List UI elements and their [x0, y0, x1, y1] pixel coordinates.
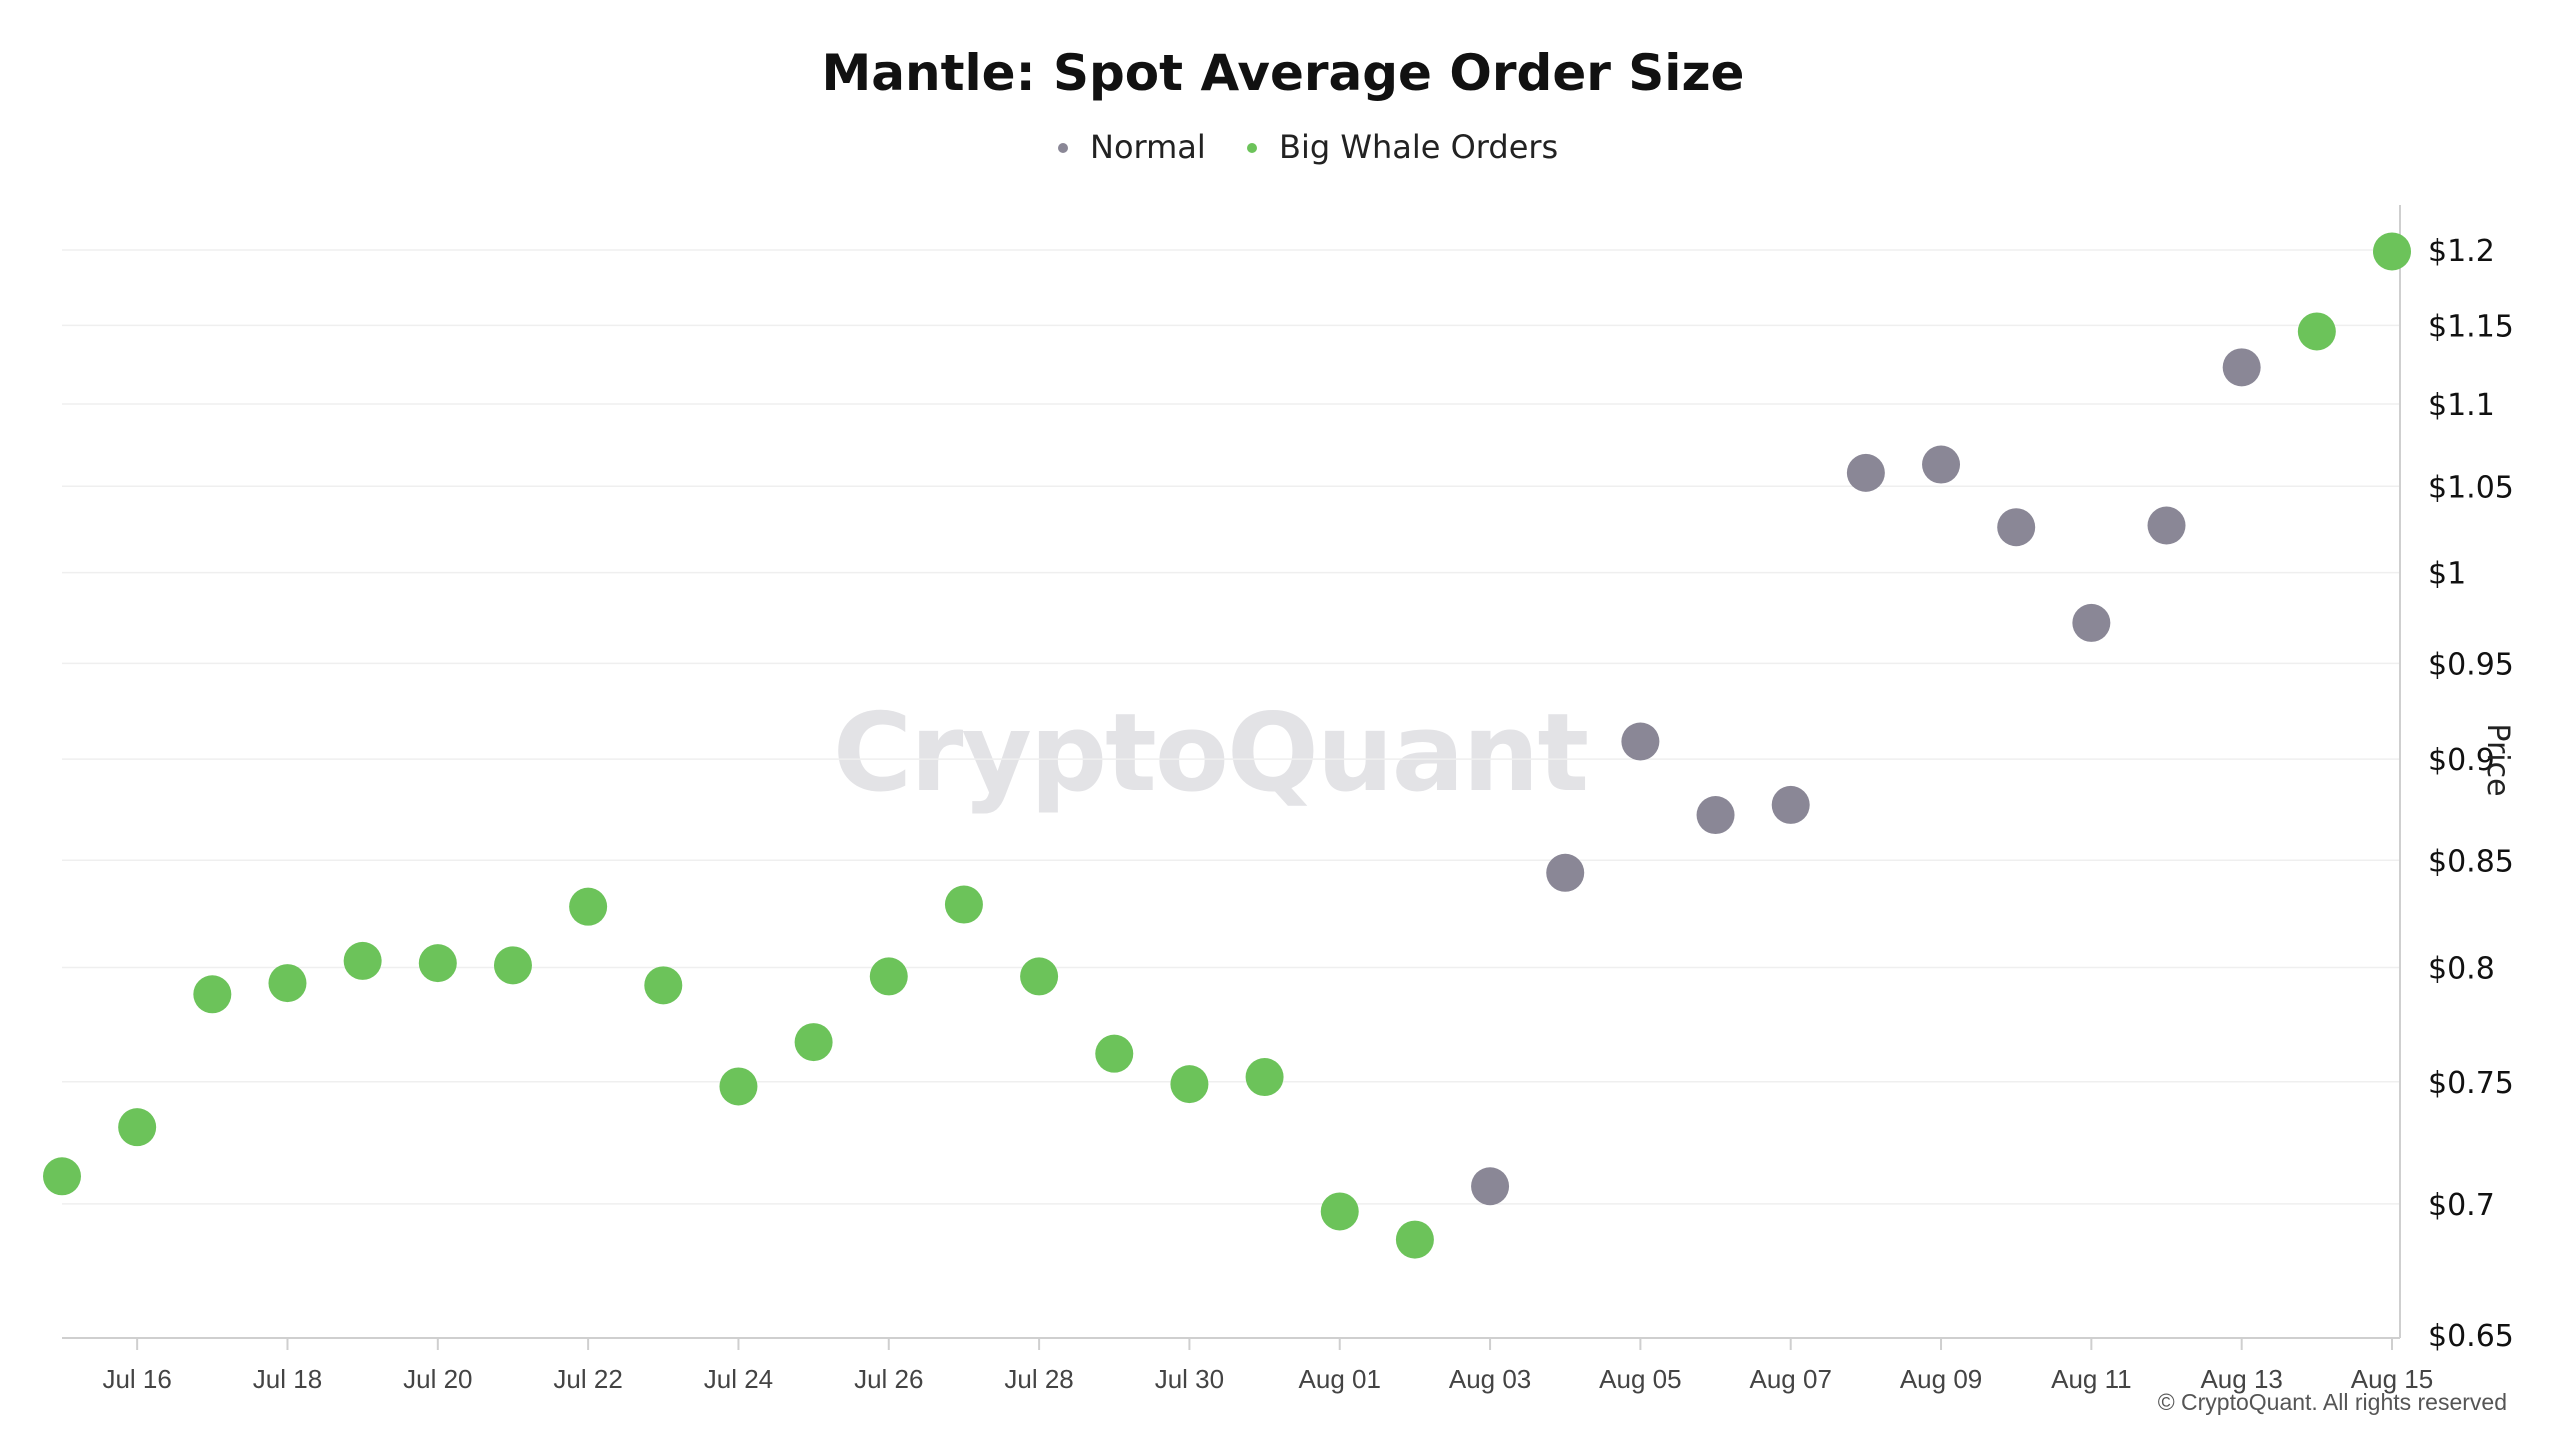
- x-tick-label: Aug 01: [1299, 1364, 1381, 1394]
- y-tick-label: $1.05: [2428, 470, 2514, 505]
- axes: [62, 205, 2401, 1339]
- legend-normal-label[interactable]: Normal: [1090, 128, 1206, 166]
- y-axis-ticks: $1.2 $1.15 $1.1 $1.05 $1 $0.95 $0.9 $0.85 $0.8 $0…: [2428, 234, 2514, 1354]
- y-tick-label: $0.7: [2428, 1188, 2495, 1223]
- point-big-whale[interactable]: Jul 23: $0.792: [644, 966, 683, 1005]
- y-tick-label: $0.8: [2428, 952, 2495, 987]
- x-tick-label: Jul 22: [553, 1364, 622, 1394]
- point-normal[interactable]: Aug 06: $0.872: [1696, 796, 1735, 835]
- point-normal[interactable]: Aug 03: $0.707: [1471, 1167, 1510, 1206]
- point-big-whale[interactable]: Jul 18: $0.793: [268, 964, 307, 1003]
- x-tick-label: Aug 11: [2051, 1364, 2131, 1394]
- x-tick-label: Jul 16: [102, 1364, 171, 1394]
- point-big-whale[interactable]: Jul 27: $0.829: [944, 885, 983, 924]
- y-tick-label: $0.95: [2428, 647, 2514, 682]
- point-normal[interactable]: Aug 09: $1.063: [1922, 445, 1961, 484]
- x-tick-label: Aug 05: [1599, 1364, 1681, 1394]
- point-big-whale[interactable]: Aug 01: $0.697: [1320, 1192, 1359, 1231]
- point-big-whale[interactable]: Jul 15: $0.711: [43, 1157, 81, 1196]
- legend-big-whale-marker: [1247, 143, 1257, 153]
- point-big-whale[interactable]: Jul 16: $0.731: [118, 1108, 157, 1147]
- legend: Normal Big Whale Orders: [1058, 128, 1558, 166]
- y-tick-label: $0.9: [2428, 743, 2495, 778]
- legend-big-whale-label[interactable]: Big Whale Orders: [1279, 128, 1558, 166]
- legend-normal-marker: [1058, 143, 1068, 153]
- point-normal[interactable]: Aug 07: $0.877: [1771, 785, 1810, 824]
- y-tick-label: $1.2: [2428, 234, 2495, 269]
- x-tick-label: Aug 03: [1449, 1364, 1531, 1394]
- point-big-whale[interactable]: Jul 29: $0.762: [1095, 1034, 1134, 1073]
- point-normal[interactable]: Aug 13: $1.123: [2222, 348, 2261, 387]
- y-tick-label: $1: [2428, 557, 2466, 592]
- y-tick-label: $1.15: [2428, 309, 2514, 344]
- copyright-notice: © CryptoQuant. All rights reserved: [2158, 1389, 2507, 1415]
- point-normal[interactable]: Aug 05: $0.909: [1621, 722, 1660, 761]
- point-big-whale[interactable]: Jul 19: $0.803: [343, 941, 382, 980]
- y-tick-label: $1.1: [2428, 388, 2495, 423]
- point-big-whale[interactable]: Jul 24: $0.748: [719, 1067, 758, 1106]
- x-tick-label: Jul 18: [253, 1364, 322, 1394]
- point-big-whale[interactable]: Jul 20: $0.802: [418, 944, 457, 983]
- x-tick-label: Aug 07: [1750, 1364, 1832, 1394]
- x-tick-label: Aug 13: [2200, 1364, 2282, 1394]
- data-points: Jul 15: $0.711 Jul 16: $0.731 Jul 17: $0.7…: [43, 232, 2411, 1259]
- y-axis-label: Price: [2480, 723, 2515, 796]
- x-tick-label: Jul 24: [704, 1364, 773, 1394]
- x-tick-label: Jul 20: [403, 1364, 472, 1394]
- x-tick-label: Aug 15: [2351, 1364, 2433, 1394]
- point-big-whale[interactable]: Jul 31: $0.752: [1245, 1058, 1284, 1097]
- grid-lines: [62, 249, 2400, 1205]
- point-big-whale[interactable]: Jul 26: $0.796: [869, 957, 908, 996]
- point-big-whale[interactable]: Jul 17: $0.788: [193, 975, 232, 1014]
- point-big-whale[interactable]: Jul 30: $0.749: [1170, 1065, 1209, 1104]
- x-tick-label: Jul 26: [854, 1364, 923, 1394]
- x-tick-label: Jul 30: [1155, 1364, 1224, 1394]
- point-normal[interactable]: Aug 10: $1.026: [1997, 508, 2036, 547]
- point-normal[interactable]: Aug 08: $1.058: [1846, 453, 1885, 492]
- point-normal[interactable]: Aug 04: $0.844: [1546, 853, 1585, 892]
- x-tick-label: Jul 28: [1004, 1364, 1073, 1394]
- point-big-whale[interactable]: Jul 22: $0.828: [569, 887, 608, 926]
- y-tick-label: $0.65: [2428, 1319, 2514, 1354]
- x-tick-label: Aug 09: [1900, 1364, 1982, 1394]
- point-big-whale[interactable]: Jul 21: $0.801: [493, 946, 532, 985]
- point-big-whale[interactable]: Jul 28: $0.796: [1020, 957, 1059, 996]
- point-normal[interactable]: Aug 12: $1.027: [2147, 506, 2186, 545]
- point-big-whale[interactable]: Aug 14: $1.146: [2297, 312, 2336, 351]
- watermark: CryptoQuant: [833, 691, 1588, 816]
- point-big-whale[interactable]: Jul 25: $0.767: [794, 1023, 833, 1062]
- y-tick-label: $0.85: [2428, 844, 2514, 879]
- y-tick-label: $0.75: [2428, 1066, 2514, 1101]
- point-normal[interactable]: Aug 11: $0.972: [2072, 603, 2111, 642]
- x-axis-ticks: Jul 16 Jul 18 Jul 20 Jul 22 Jul 24 Jul 26 Jul …: [102, 1338, 2433, 1394]
- point-big-whale[interactable]: Aug 02: $0.686: [1395, 1220, 1434, 1259]
- point-big-whale[interactable]: Aug 15: $1.199: [2373, 232, 2411, 271]
- chart-title: Mantle: Spot Average Order Size: [822, 44, 1745, 102]
